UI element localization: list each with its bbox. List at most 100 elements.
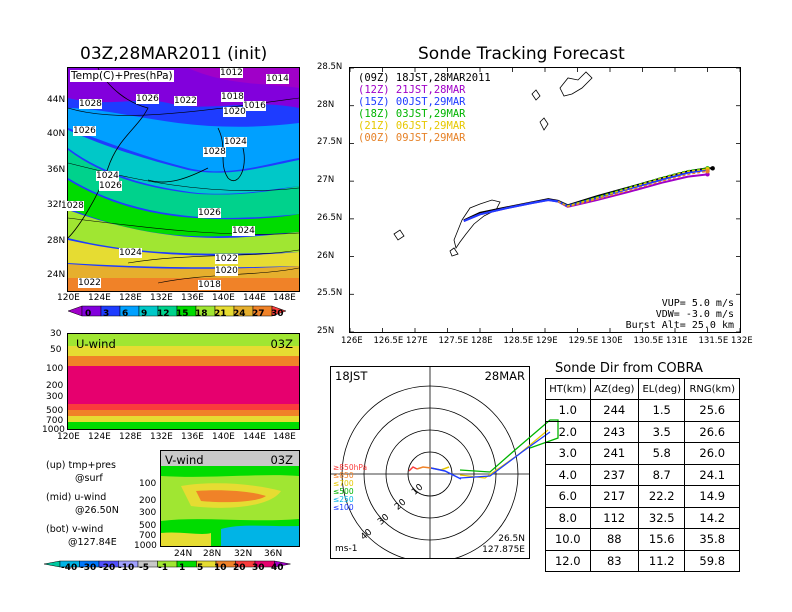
colorbar-tick: -5 xyxy=(139,563,149,573)
note-bot-level: @127.84E xyxy=(68,537,117,548)
table-cell: 1.5 xyxy=(638,399,686,422)
polar-plot xyxy=(331,367,529,558)
x-tick-label: 127E xyxy=(406,336,428,346)
y-tick: 500 xyxy=(46,406,64,416)
track-info: VUP= 5.0 m/s VDW= -3.0 m/s Burst Alt= 25… xyxy=(626,298,734,331)
lon-tick: 136E xyxy=(181,293,204,303)
vwind-label: V-wind xyxy=(165,453,204,467)
table-cell: 15.6 xyxy=(638,528,686,551)
x-tick-label: 129.5E xyxy=(568,336,599,346)
isobar-label: 1024 xyxy=(96,171,119,181)
table-cell: 14.2 xyxy=(684,506,740,529)
colorbar-tick: 9 xyxy=(141,309,148,319)
isobar-label: 1018 xyxy=(198,280,221,290)
colorbar-tick: 24 xyxy=(233,309,246,319)
isobar-label: 1016 xyxy=(243,101,266,111)
x-tick: 136E xyxy=(181,432,204,442)
polar-unit: ms-1 xyxy=(335,544,358,554)
colorbar-end-left xyxy=(67,305,83,317)
vwind-panel: V-wind 03Z xyxy=(160,450,300,547)
polar-loc-lat: 26.5N xyxy=(498,534,525,544)
table-cell: 26.0 xyxy=(684,442,740,465)
table-row: 2.0 243 3.5 26.6 xyxy=(545,420,740,443)
table-cell: 26.6 xyxy=(684,420,740,443)
right-title: Sonde Tracking Forecast xyxy=(418,44,625,64)
y-tick: 1000 xyxy=(134,541,157,551)
x-tick: 120E xyxy=(57,432,80,442)
polar-rings xyxy=(331,367,529,558)
colorbar-end-right xyxy=(271,305,287,317)
uwind-field xyxy=(68,334,299,429)
colorbar-tick: 12 xyxy=(157,309,170,319)
vwind-time: 03Z xyxy=(270,453,293,467)
colorbar-tick: 10 xyxy=(214,563,227,573)
lon-tick: 128E xyxy=(119,293,142,303)
lon-tick: 144E xyxy=(243,293,266,303)
x-tick-label: 128E xyxy=(471,336,493,346)
isobar-label: 1026 xyxy=(198,208,221,218)
colorbar-end-left xyxy=(43,560,61,568)
colorbar-tick: 40 xyxy=(271,563,284,573)
polar-loc-lon: 127.875E xyxy=(482,545,525,555)
legend-entry: (12Z) 21JST,28MAR xyxy=(358,84,466,96)
table-cell: 4.0 xyxy=(545,463,591,486)
lon-tick: 148E xyxy=(273,293,296,303)
y-tick: 100 xyxy=(46,364,64,374)
colorbar-tick: 6 xyxy=(122,309,129,319)
x-tick-label: 126.5E xyxy=(373,336,404,346)
colorbar-tick: -40 xyxy=(61,563,78,573)
colorbar-tick: 15 xyxy=(176,309,189,319)
y-tick: 50 xyxy=(50,345,62,355)
temp-map-field xyxy=(68,68,299,291)
isobar-label: 1022 xyxy=(78,278,101,288)
x-tick-label: 127.5E xyxy=(438,336,469,346)
table-cell: 12.0 xyxy=(545,549,591,572)
hodograph-trace xyxy=(408,466,462,480)
hodograph-segment xyxy=(408,466,418,472)
isobar-label: 1024 xyxy=(232,226,255,236)
y-tick-label: 25.5N xyxy=(317,288,343,299)
y-tick-label: 25N xyxy=(317,326,335,336)
lat-tick: 36N xyxy=(47,165,66,175)
table-row: 4.0 237 8.7 24.1 xyxy=(545,463,740,486)
table-cell: 11.2 xyxy=(638,549,686,572)
x-tick: 24N xyxy=(174,549,193,559)
track-endpoint xyxy=(705,169,710,174)
colorbar-tick: 5 xyxy=(197,563,204,573)
polar-time-label: 18JST xyxy=(335,369,368,383)
isobar-label: 1028 xyxy=(79,99,102,109)
y-tick: 300 xyxy=(46,392,64,402)
uwind-panel: U-wind 03Z xyxy=(67,333,300,430)
isobar-label: 1020 xyxy=(223,107,246,117)
note-up-level: @surf xyxy=(75,473,103,484)
x-tick-label: 131.5E xyxy=(698,336,729,346)
table-cell: 24.1 xyxy=(684,463,740,486)
polar-date-label: 28MAR xyxy=(484,369,525,383)
table-cell: 22.2 xyxy=(638,485,686,508)
lon-tick: 120E xyxy=(57,293,80,303)
table-cell: 10.0 xyxy=(545,528,591,551)
table-cell: 112 xyxy=(589,506,640,529)
table-row: 3.0 241 5.8 26.0 xyxy=(545,442,740,465)
isobar-label: 1028 xyxy=(61,201,84,211)
y-tick: 200 xyxy=(46,381,64,391)
isobar-label: 1022 xyxy=(174,96,197,106)
y-tick: 200 xyxy=(139,496,157,506)
y-tick-label: 27N xyxy=(317,175,335,186)
column-header: EL(deg) xyxy=(638,378,686,400)
track-series-line xyxy=(463,173,708,223)
x-tick-label: 126E xyxy=(341,336,363,346)
table-cell: 25.6 xyxy=(684,399,740,422)
y-tick: 100 xyxy=(139,479,157,489)
isobar-label: 1014 xyxy=(266,74,289,84)
hodograph-segment xyxy=(416,466,432,470)
table-cell: 5.8 xyxy=(638,442,686,465)
temp-map: Temp(C)+Pres(hPa) xyxy=(67,67,300,292)
y-tick: 500 xyxy=(139,521,157,531)
isobar-label: 1028 xyxy=(203,147,226,157)
table-cell: 14.9 xyxy=(684,485,740,508)
x-tick-label: 128.5E xyxy=(503,336,534,346)
temp-colorbar xyxy=(67,305,287,317)
x-tick: 36N xyxy=(264,549,283,559)
x-tick: 128E xyxy=(119,432,142,442)
